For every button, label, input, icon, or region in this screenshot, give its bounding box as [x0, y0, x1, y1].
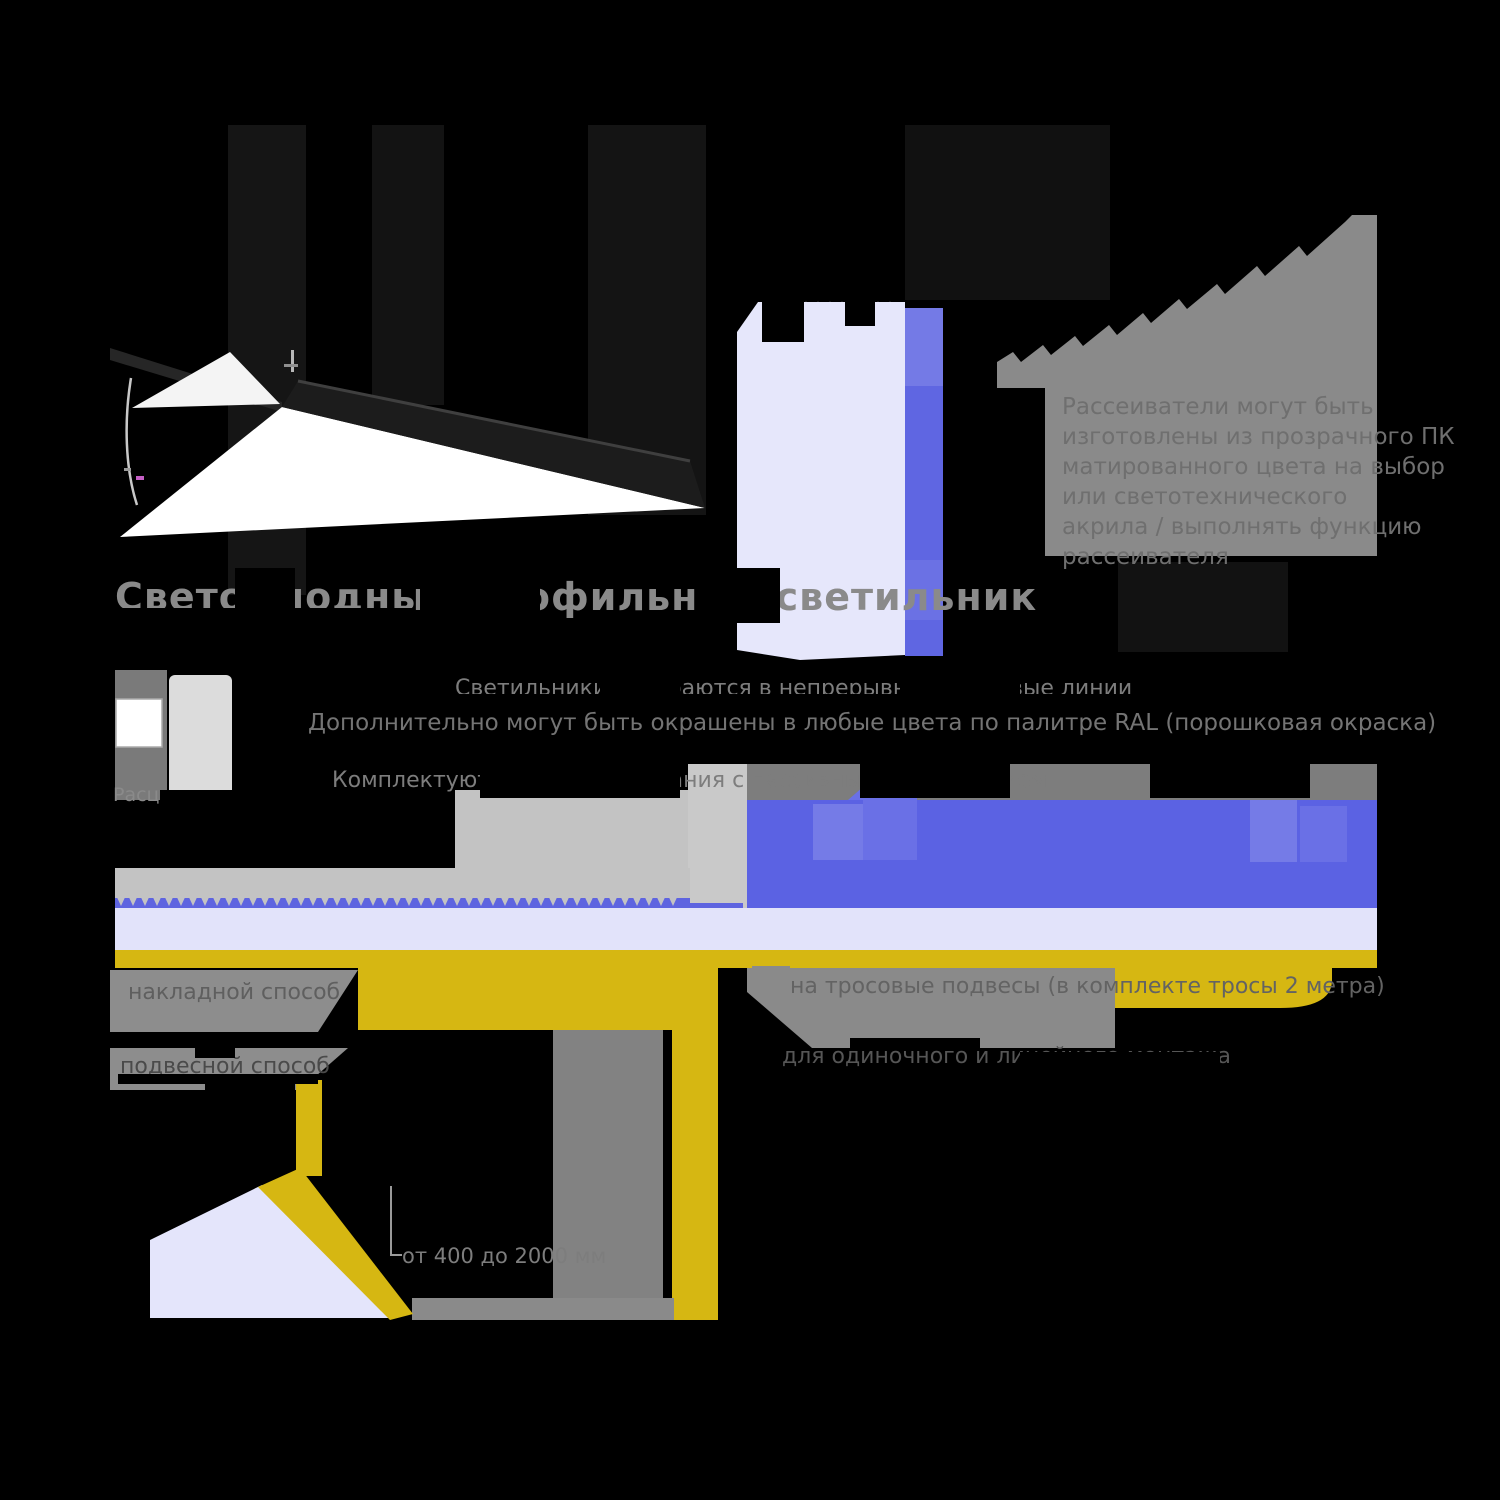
- diffuser-line: Рассеиватели могут быть: [1062, 394, 1374, 420]
- panel-top-sliver: [132, 352, 280, 408]
- occlusion-blob: [115, 608, 415, 624]
- cable-mount: [284, 364, 298, 367]
- suspension-rod: [672, 1030, 718, 1320]
- label-bg-cable: [747, 968, 1115, 1048]
- dimension-leader-tick: [390, 1254, 402, 1256]
- label-bg-surface: [110, 970, 358, 1032]
- diffuser-line: матированного цвета на выбор: [1062, 454, 1445, 480]
- profile-bar-segment: [905, 560, 943, 620]
- suspension-cable-upper: [296, 1080, 322, 1176]
- cable-clamp: [124, 468, 131, 471]
- gray-wall-region: [997, 215, 1377, 556]
- occlusion-blob: [762, 296, 804, 342]
- occlusion-blob: [997, 388, 1045, 558]
- occlusion-blob: [900, 670, 1020, 694]
- trim-band: [115, 950, 1377, 968]
- diffuser-band: [115, 908, 1377, 950]
- suspension-cable-left: [125, 377, 139, 506]
- heatsink-teeth: [115, 893, 679, 906]
- leader-dash: [752, 966, 790, 971]
- occlusion-blob: [160, 790, 240, 806]
- occlusion-blob: [600, 670, 680, 694]
- trim-chunk: [358, 950, 718, 1030]
- occlusion-blob: [195, 1046, 235, 1058]
- faint-column: [372, 125, 444, 405]
- occlusion-blob: [205, 1078, 295, 1144]
- diffuser-line: рассеивателя: [1062, 544, 1229, 570]
- housing-block: [688, 764, 748, 914]
- occlusion-blob: [480, 764, 680, 798]
- magenta-artifact: [136, 476, 144, 480]
- led-module-cell: [813, 804, 863, 860]
- occlusion-blob: [1020, 1052, 1220, 1070]
- diffuser-line: изготовлены из прозрачного ПК: [1062, 424, 1455, 450]
- dimension-leader-line: [390, 1186, 392, 1256]
- occlusion-blob: [440, 694, 1370, 708]
- paint-note: Дополнительно могут быть окрашены в любы…: [308, 710, 1437, 736]
- panel-diffuser-face: [120, 407, 705, 537]
- occlusion-blob: [700, 568, 780, 623]
- panel-side-face: [282, 381, 705, 508]
- column-block: [553, 1030, 663, 1320]
- led-module-cell: [1250, 800, 1297, 862]
- label-height-range: от 400 до 2000 мм: [402, 1244, 607, 1268]
- suspension-cable-top: [291, 350, 294, 372]
- occlusion-blob: [845, 296, 875, 326]
- occlusion-blob: [850, 1038, 980, 1050]
- floor-strip: [412, 1298, 674, 1320]
- panel-edge-highlight: [297, 379, 691, 463]
- faint-column: [905, 125, 1110, 300]
- diffuser-line: акрила / выполнять функцию: [1062, 514, 1422, 540]
- faint-column: [1118, 562, 1288, 652]
- suspension-cable-diagonal: [258, 1168, 413, 1320]
- label-cable-suspension: на тросовые подвесы (в комплекте тросы 2…: [790, 974, 1385, 999]
- led-module-cell: [863, 790, 917, 860]
- trim-corner: [1100, 968, 1332, 1008]
- label-surface-mount: накладной способ: [128, 980, 341, 1005]
- swatch-light[interactable]: [169, 675, 232, 802]
- occlusion-blob: [860, 764, 1010, 798]
- led-module-cell: [1300, 806, 1347, 862]
- suspended-panel: [150, 1185, 395, 1318]
- diffuser-line: или светотехнического: [1062, 484, 1348, 510]
- occlusion-blob: [420, 565, 540, 623]
- occlusion-blob: [1150, 764, 1310, 798]
- profile-bar-segment: [905, 308, 943, 386]
- diffuser-description: Рассеиватели могут быть изготовлены из п…: [1062, 392, 1455, 572]
- swatch-white[interactable]: [115, 698, 163, 748]
